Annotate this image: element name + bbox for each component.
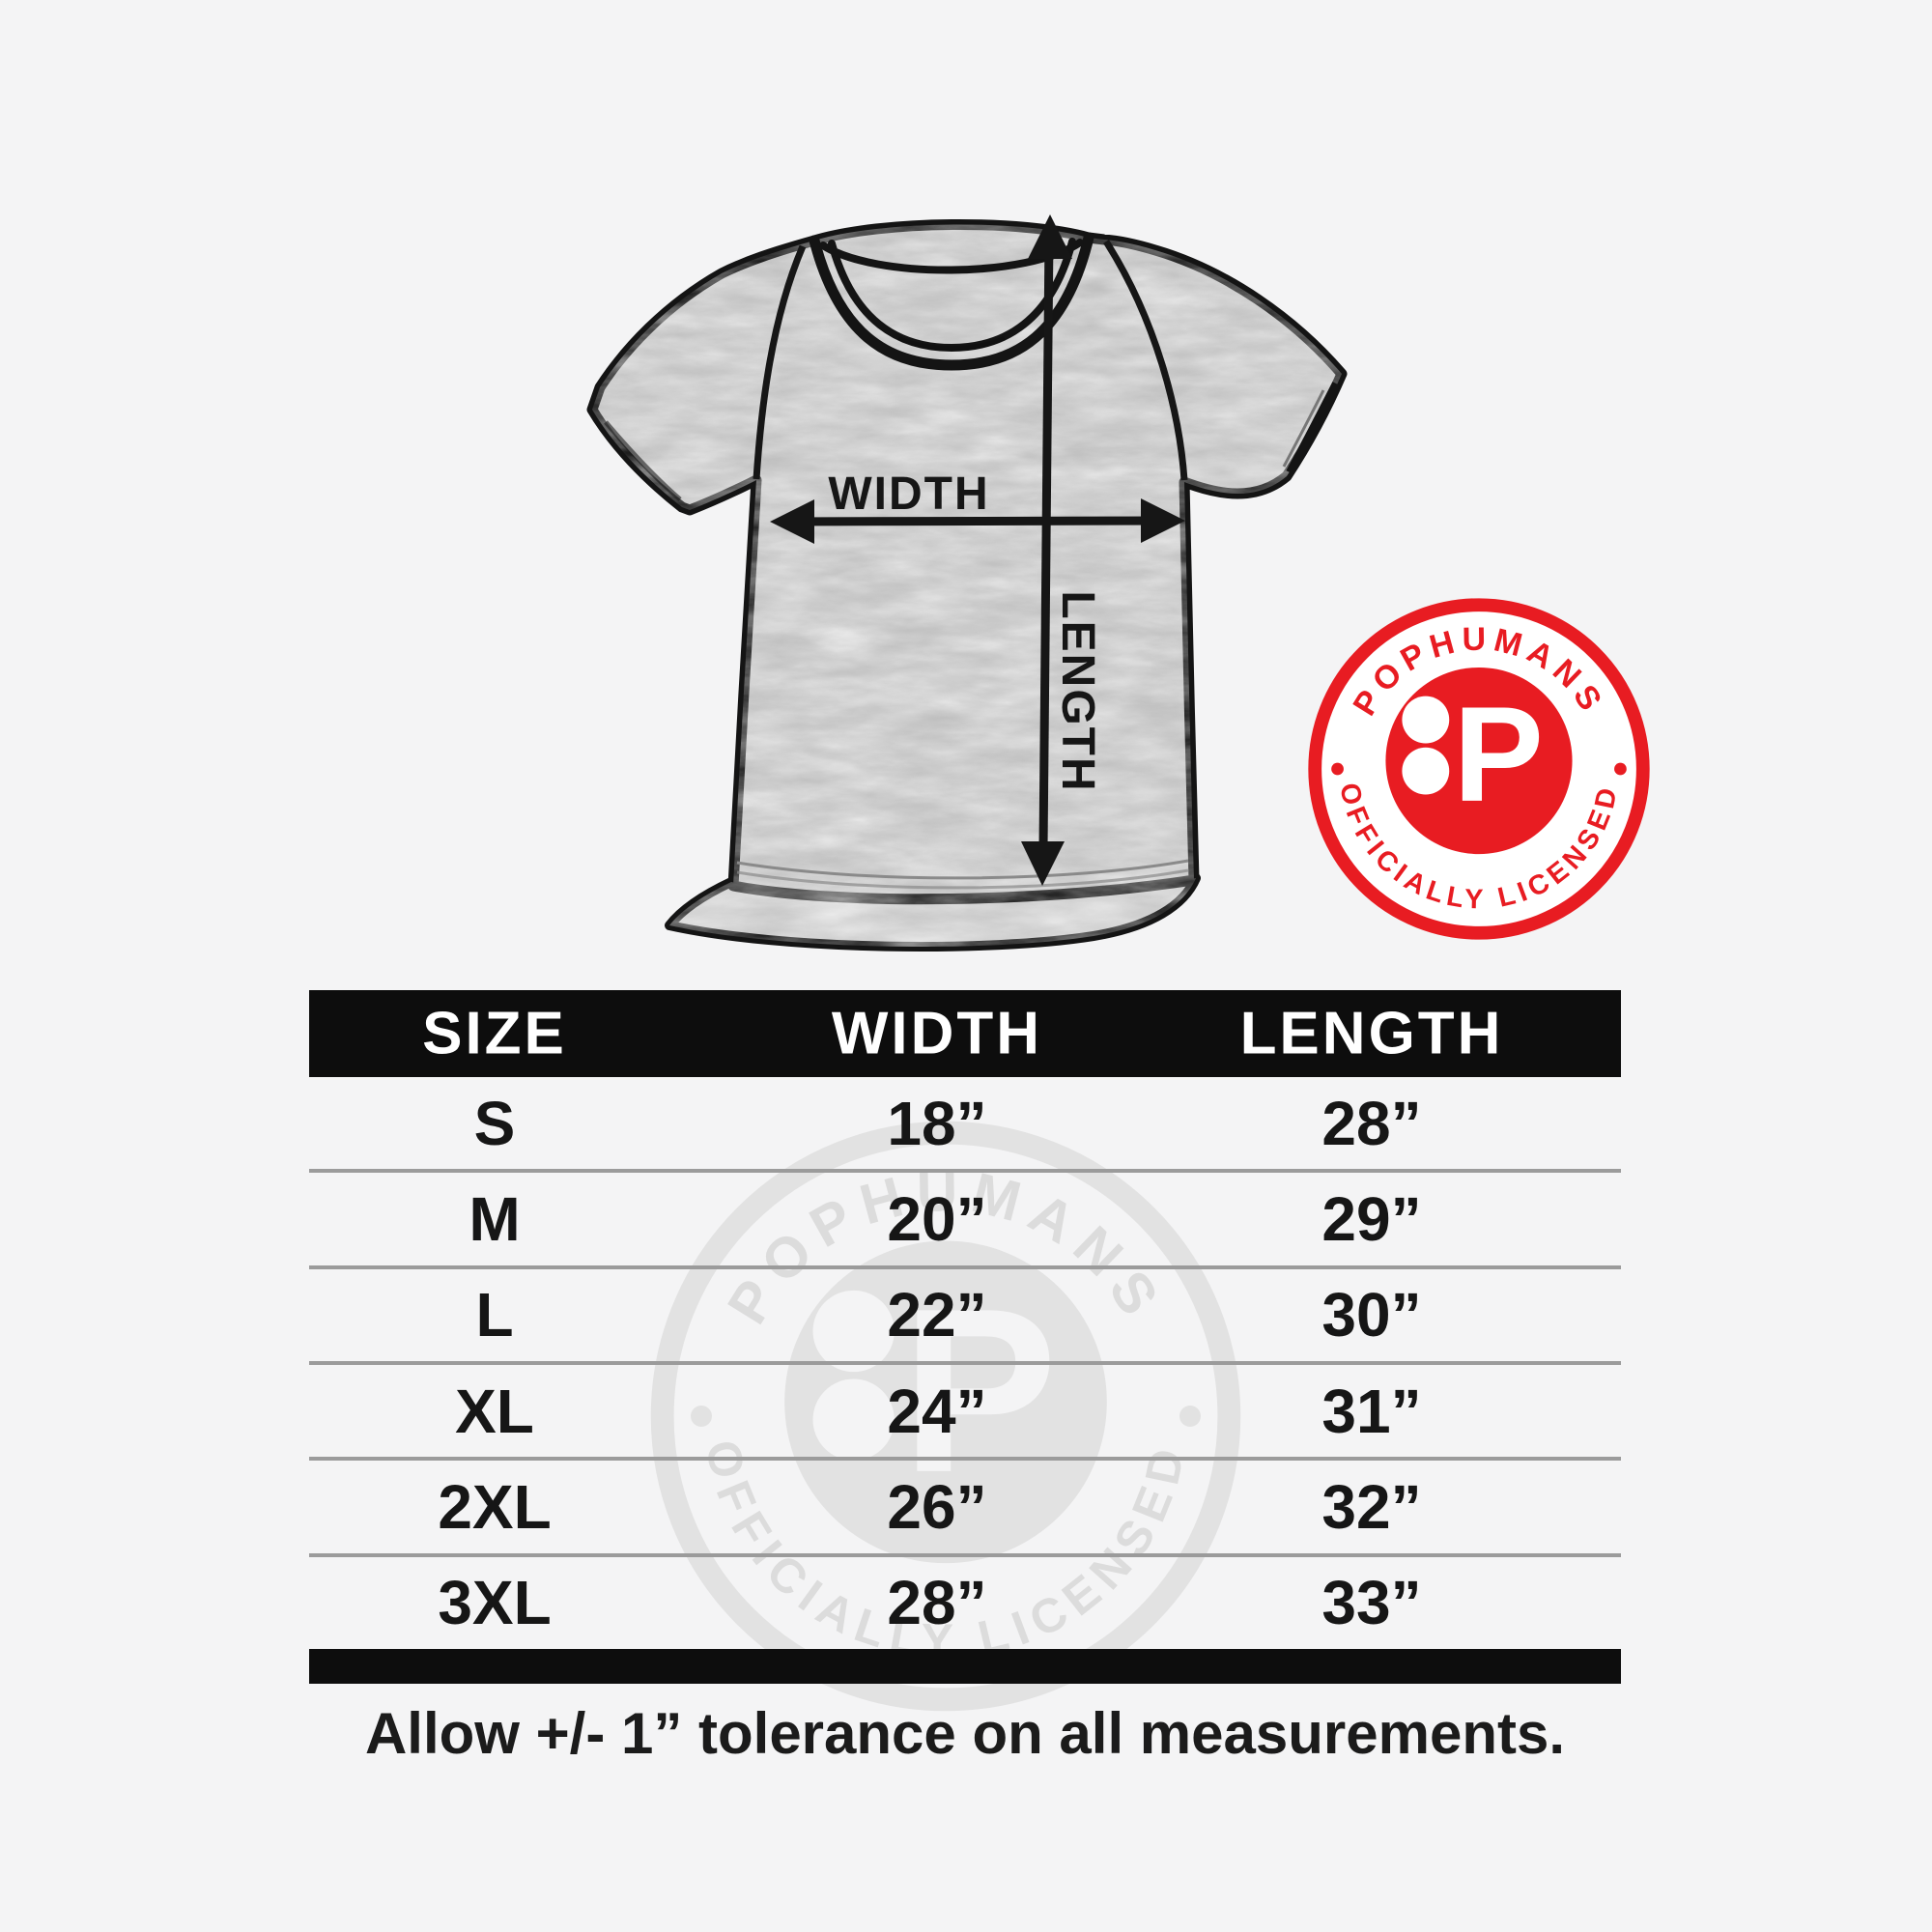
- width-value: 20”: [887, 1183, 987, 1254]
- badge-monogram: P: [1453, 678, 1543, 830]
- size-value: 3XL: [438, 1568, 552, 1638]
- size-value: L: [475, 1280, 514, 1350]
- heather-texture: [592, 224, 1342, 947]
- badge-colon-dot-top: [1402, 696, 1450, 744]
- brand-badge: P POPHUMANS OFFICIALLY LICENSED: [1308, 598, 1650, 940]
- cuff-fold-line-right: [1286, 382, 1340, 474]
- hem-stitch-line-2: [736, 868, 1189, 890]
- length-label: LENGTH: [1052, 590, 1103, 792]
- width-arrowhead-left: [770, 499, 814, 544]
- badge-band-dot-right: [1614, 762, 1627, 776]
- size-table-bottom-bar: [309, 1649, 1621, 1684]
- table-row-2xl: 2XL 26” 32”: [309, 1461, 1621, 1557]
- armhole-seam-right: [1103, 240, 1188, 481]
- table-row-xl: XL 24” 31”: [309, 1365, 1621, 1462]
- watermark-monogram: P: [901, 1261, 1057, 1521]
- size-value: M: [469, 1183, 521, 1254]
- length-arrowhead-bottom: [1021, 841, 1065, 886]
- length-value: 31”: [1321, 1376, 1422, 1446]
- watermark-colon-dot-bottom: [812, 1378, 895, 1461]
- length-arrow: [1021, 214, 1072, 886]
- collar-inner-shading: [896, 335, 1007, 351]
- hem-stitch-line-1: [736, 859, 1189, 880]
- armhole-seam-left: [753, 244, 807, 480]
- size-value: XL: [455, 1376, 534, 1446]
- column-header-width: WIDTH: [831, 1000, 1043, 1067]
- tolerance-note: Allow +/- 1” tolerance on all measuremen…: [364, 1701, 1566, 1766]
- width-label: WIDTH: [828, 469, 989, 520]
- width-value: 24”: [887, 1376, 987, 1446]
- column-header-size: SIZE: [422, 1000, 567, 1067]
- table-row-3xl: 3XL 28” 33”: [309, 1557, 1621, 1649]
- length-value: 30”: [1321, 1280, 1422, 1350]
- width-value: 18”: [887, 1088, 987, 1158]
- size-table-body: S 18” 28” M 20” 29” L 22” 30” XL 24” 31”…: [309, 1077, 1621, 1649]
- badge-colon-dot-bottom: [1402, 747, 1450, 795]
- watermark-badge: P POPHUMANS OFFICIALLY LICENSED: [650, 1121, 1241, 1712]
- size-value: 2XL: [438, 1471, 552, 1542]
- length-value: 33”: [1321, 1568, 1422, 1638]
- watermark-band-dot-right: [1179, 1406, 1201, 1427]
- table-row-m: M 20” 29”: [309, 1173, 1621, 1269]
- table-row-s: S 18” 28”: [309, 1077, 1621, 1174]
- cuff-stitch-right: [1282, 389, 1325, 468]
- watermark-colon-dot-top: [812, 1290, 895, 1373]
- length-value: 29”: [1321, 1183, 1422, 1254]
- size-table-header: SIZE WIDTH LENGTH: [309, 990, 1621, 1077]
- cuff-fold-line-left: [604, 420, 682, 501]
- width-value: 22”: [887, 1280, 987, 1350]
- width-value: 28”: [887, 1568, 987, 1638]
- column-header-length: LENGTH: [1239, 1000, 1504, 1067]
- size-value: S: [473, 1088, 516, 1158]
- collar-outer-line: [809, 232, 1094, 371]
- width-arrowhead-right: [1141, 498, 1185, 543]
- table-row-l: L 22” 30”: [309, 1269, 1621, 1365]
- width-value: 26”: [887, 1471, 987, 1542]
- length-value: 32”: [1321, 1471, 1422, 1542]
- badge-band-dot-left: [1331, 762, 1344, 776]
- length-arrowhead-top: [1028, 214, 1072, 259]
- watermark-band-dot-left: [691, 1406, 712, 1427]
- length-value: 28”: [1321, 1088, 1422, 1158]
- width-arrow: [770, 498, 1185, 544]
